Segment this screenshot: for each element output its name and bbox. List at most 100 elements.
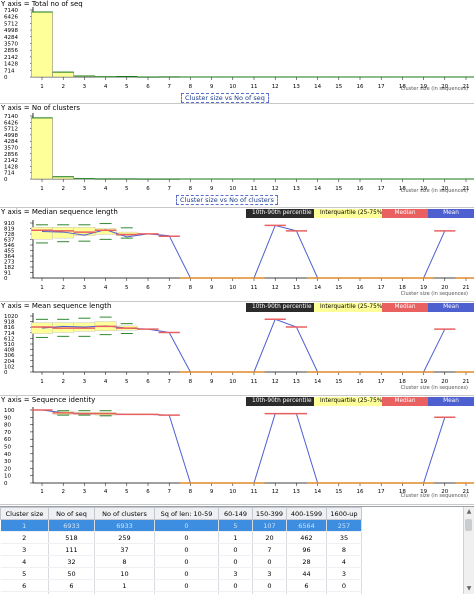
x-tick-label: 12 bbox=[272, 285, 279, 291]
x-tick-label: 1 bbox=[40, 285, 44, 291]
legend-mean: Mean bbox=[428, 209, 474, 218]
table-cell: 2 bbox=[1, 532, 49, 544]
x-tick-label: 7 bbox=[167, 84, 171, 90]
x-tick-label: 10 bbox=[229, 285, 236, 291]
column-header[interactable]: Sq of len: 10-59 bbox=[155, 508, 219, 520]
y-tick-label: 2856 bbox=[4, 48, 18, 54]
y-tick-label: 60 bbox=[4, 437, 11, 443]
x-tick-label: 2 bbox=[61, 379, 65, 385]
y-tick-label: 30 bbox=[4, 459, 11, 465]
x-tick-label: 16 bbox=[357, 84, 364, 90]
y-axis-title: Y axis = Median sequence length bbox=[1, 208, 118, 216]
y-tick-label: 90 bbox=[4, 415, 11, 421]
y-tick-label: 2856 bbox=[4, 152, 18, 158]
histogram-bar bbox=[31, 118, 52, 179]
column-header[interactable]: No of clusters bbox=[95, 508, 155, 520]
x-tick-label: 15 bbox=[335, 186, 342, 192]
x-tick-label: 2 bbox=[61, 84, 65, 90]
table-cell: 3 bbox=[219, 568, 253, 580]
y-tick-label: 80 bbox=[4, 423, 11, 429]
x-tick-label: 10 bbox=[229, 84, 236, 90]
table-cell: 4 bbox=[1, 556, 49, 568]
scroll-up-icon[interactable]: ▲ bbox=[464, 507, 474, 517]
legend-interquartile: Interquartile (25-75%) bbox=[314, 303, 382, 312]
x-tick-label: 2 bbox=[61, 285, 65, 291]
y-tick-label: 1428 bbox=[4, 164, 18, 170]
x-tick-label: 8 bbox=[189, 285, 193, 291]
table-cell: 32 bbox=[49, 556, 95, 568]
scroll-thumb[interactable] bbox=[465, 519, 472, 531]
x-tick-label: 9 bbox=[210, 285, 214, 291]
x-tick-label: 10 bbox=[229, 379, 236, 385]
y-tick-label: 10 bbox=[4, 474, 11, 480]
table-cell: 7 bbox=[253, 544, 287, 556]
column-header[interactable]: 60-149 bbox=[219, 508, 253, 520]
x-tick-label: 8 bbox=[189, 84, 193, 90]
x-tick-label: 3 bbox=[83, 379, 87, 385]
x-tick-label: 1 bbox=[40, 84, 44, 90]
x-tick-label: 6 bbox=[146, 379, 150, 385]
x-tick-label: 1 bbox=[40, 489, 44, 495]
iqr-box bbox=[31, 227, 52, 239]
x-tick-label: 5 bbox=[125, 186, 129, 192]
column-header[interactable]: 400-1599 bbox=[287, 508, 327, 520]
column-header[interactable]: 1600-up bbox=[327, 508, 362, 520]
x-tick-label: 4 bbox=[104, 186, 108, 192]
x-tick-label: 4 bbox=[104, 489, 108, 495]
column-header[interactable]: Cluster size bbox=[1, 508, 49, 520]
y-tick-label: 40 bbox=[4, 452, 11, 458]
x-tick-label: 10 bbox=[229, 489, 236, 495]
chart-legend: 10th-90th percentile Interquartile (25-7… bbox=[246, 209, 474, 218]
table-cell: 0 bbox=[253, 556, 287, 568]
table-cell: 3 bbox=[1, 544, 49, 556]
x-tick-label: 5 bbox=[125, 379, 129, 385]
table-cell: 111 bbox=[49, 544, 95, 556]
y-tick-label: 0 bbox=[4, 481, 8, 487]
y-tick-label: 714 bbox=[4, 68, 15, 74]
y-tick-label: 4284 bbox=[4, 35, 18, 41]
x-tick-label: 17 bbox=[378, 84, 385, 90]
chart-caption: Cluster size vs No of clusters bbox=[176, 195, 278, 205]
legend-median: Median bbox=[382, 397, 428, 406]
x-tick-label: 6 bbox=[146, 285, 150, 291]
y-tick-label: 0 bbox=[4, 75, 8, 81]
y-tick-label: 0 bbox=[4, 177, 8, 183]
x-axis-caption: Cluster size (in sequences) bbox=[401, 385, 468, 391]
x-tick-label: 5 bbox=[125, 84, 129, 90]
x-tick-label: 3 bbox=[83, 84, 87, 90]
x-tick-label: 10 bbox=[229, 186, 236, 192]
y-tick-label: 2142 bbox=[4, 55, 18, 61]
x-tick-label: 8 bbox=[189, 489, 193, 495]
table-cell: 1 bbox=[219, 532, 253, 544]
table-cell: 20 bbox=[253, 532, 287, 544]
table-cell: 257 bbox=[327, 520, 362, 532]
x-tick-label: 5 bbox=[125, 285, 129, 291]
chart-legend: 10th-90th percentile Interquartile (25-7… bbox=[246, 303, 474, 312]
x-tick-label: 12 bbox=[272, 84, 279, 90]
x-tick-label: 17 bbox=[378, 285, 385, 291]
table-cell: 0 bbox=[155, 544, 219, 556]
legend-interquartile: Interquartile (25-75%) bbox=[314, 209, 382, 218]
x-tick-label: 6 bbox=[146, 489, 150, 495]
y-tick-label: 4998 bbox=[4, 28, 18, 34]
table-cell: 462 bbox=[287, 532, 327, 544]
table-cell: 1 bbox=[1, 520, 49, 532]
x-tick-label: 14 bbox=[314, 186, 321, 192]
x-tick-label: 2 bbox=[61, 186, 65, 192]
vertical-scrollbar[interactable]: ▲ ▼ bbox=[463, 507, 474, 594]
table-cell: 35 bbox=[327, 532, 362, 544]
table-cell: 4 bbox=[327, 556, 362, 568]
column-header[interactable]: No of seq bbox=[49, 508, 95, 520]
column-header[interactable]: 150-399 bbox=[253, 508, 287, 520]
